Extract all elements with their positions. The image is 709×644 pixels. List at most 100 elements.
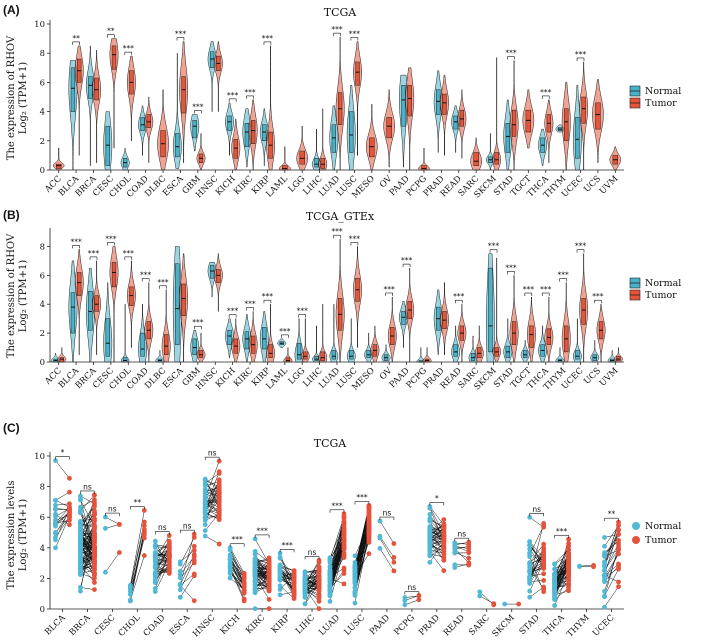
normal-point [602, 550, 607, 556]
violin-group-ucs: *** [590, 292, 606, 363]
normal-point [202, 494, 208, 500]
violin-group-chol: *** [120, 249, 136, 363]
y-tick-label: 0 [40, 605, 45, 615]
paired-group-brca: ns [78, 482, 97, 594]
legend-normal-label: Normal [645, 521, 681, 532]
tumor-point [92, 524, 97, 530]
tumor-point [92, 575, 97, 581]
normal-point [402, 598, 408, 603]
normal-point [252, 585, 258, 591]
legend-tumor-label: Tumor [645, 535, 677, 546]
tumor-violin [126, 55, 136, 142]
normal-point [552, 561, 558, 567]
tumor-point [541, 566, 547, 571]
tumor-point [441, 517, 447, 523]
normal-box [331, 350, 337, 360]
normal-point [78, 566, 83, 571]
tumor-point [366, 551, 372, 557]
tumor-point [616, 531, 621, 537]
tumor-point [541, 545, 547, 550]
normal-point [427, 516, 433, 522]
normal-point [477, 589, 483, 595]
tumor-point [366, 507, 372, 512]
violin-group-pcpg [416, 347, 432, 363]
tumor-point [191, 547, 197, 553]
pair-line [130, 525, 145, 589]
normal-point [452, 546, 458, 552]
tumor-box [494, 152, 499, 165]
tumor-violin [422, 347, 432, 363]
normal-point [352, 572, 358, 577]
normal-point [252, 590, 258, 596]
normal-box [401, 311, 406, 325]
tumor-point [616, 566, 621, 572]
normal-point [352, 581, 358, 587]
tumor-box [369, 137, 375, 158]
normal-point [527, 514, 533, 520]
panel-b-ylabel-line1: The expression of RHOV [6, 233, 17, 358]
normal-point [602, 579, 607, 585]
normal-point [602, 573, 607, 579]
x-tick-label: THYM [565, 613, 592, 640]
tumor-point [616, 579, 621, 585]
x-tick-label: PRAD [417, 613, 442, 638]
violin-group-gbm: *** [190, 103, 206, 171]
x-tick-label: UCEC [591, 613, 617, 639]
tumor-point [216, 506, 222, 512]
panel-c-ylabel-line2: Log₂ (TPM+1) [18, 499, 29, 572]
normal-box [88, 290, 93, 331]
normal-point [252, 572, 258, 577]
normal-point [252, 578, 258, 584]
tumor-box [282, 165, 288, 171]
tumor-point [341, 545, 347, 551]
tumor-point [341, 514, 347, 519]
normal-point [78, 543, 83, 548]
normal-point [127, 597, 133, 603]
normal-point [527, 552, 533, 558]
paired-group-pcpg: ns [402, 583, 422, 608]
tumor-point [316, 585, 322, 590]
normal-point [127, 588, 133, 594]
tumor-violin [318, 303, 328, 363]
tumor-point [566, 566, 571, 572]
pair-line [229, 568, 245, 601]
plot-area-a: 0246810ACCBLCABRCACESCCHOLCOADDLBCESCAGB… [34, 20, 624, 201]
significance-label: ns [208, 449, 217, 458]
x-tick-label: KICH [214, 366, 238, 390]
tumor-point [541, 550, 547, 555]
normal-point [103, 525, 108, 531]
significance-label: *** [175, 30, 187, 39]
normal-box [575, 117, 580, 159]
normal-point [602, 568, 607, 573]
tumor-box [595, 102, 601, 130]
significance-label: *** [105, 234, 117, 243]
pair-line [130, 555, 145, 601]
normal-point [152, 550, 158, 556]
significance-label: *** [540, 285, 552, 294]
violin-group-meso [365, 104, 378, 171]
tumor-point [541, 589, 547, 595]
x-tick-label: CHOL [117, 613, 143, 639]
normal-point [427, 504, 433, 509]
tumor-point [92, 551, 97, 557]
normal-point [352, 584, 358, 590]
pair-line [130, 521, 145, 588]
tumor-point [416, 597, 422, 603]
tumor-point [566, 551, 571, 557]
significance-label: *** [557, 271, 569, 280]
significance-label: *** [123, 249, 135, 258]
normal-box [175, 133, 180, 158]
pair-line [80, 499, 95, 527]
tumor-point [216, 479, 222, 484]
plot-area-b: 02468ACCBLCABRCACESCCHOLCOADDLBCESCAGBMH… [40, 227, 624, 393]
significance-label: *** [262, 292, 274, 301]
tumor-point [216, 497, 222, 503]
violin-group-dlbc: *** [155, 278, 171, 363]
normal-violin [416, 347, 426, 363]
tumor-point [92, 508, 97, 514]
paired-group-thca: *** [552, 527, 571, 608]
tumor-point [566, 588, 571, 594]
normal-point [427, 533, 433, 539]
normal-point [227, 566, 233, 572]
